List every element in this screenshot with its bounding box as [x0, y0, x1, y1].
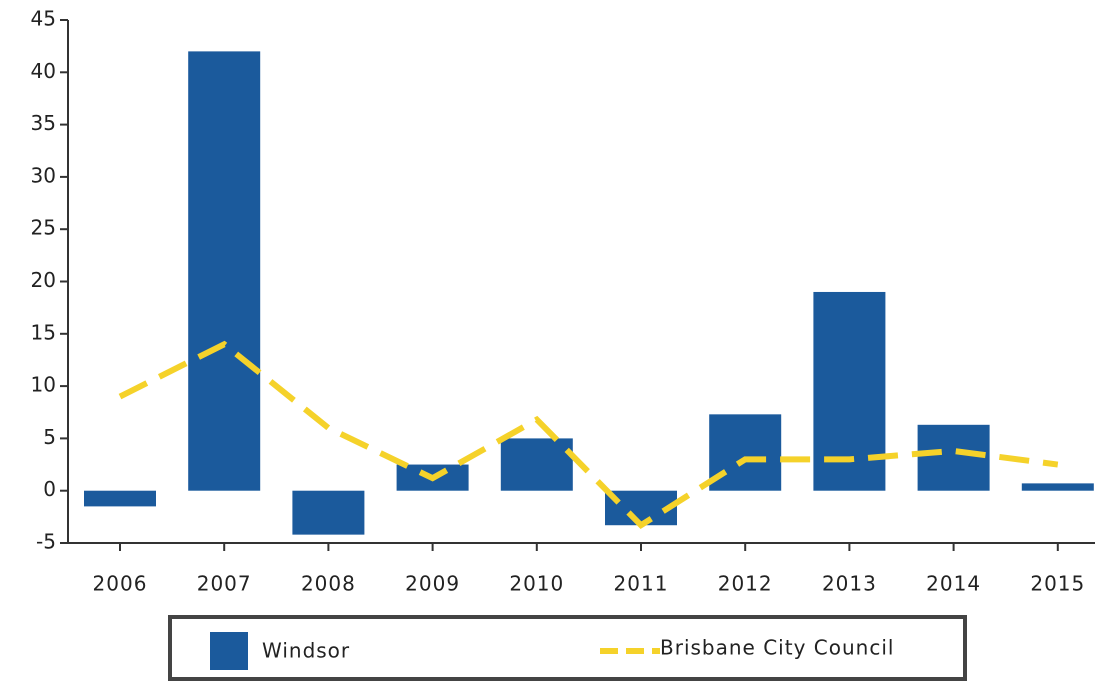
y-tick-label: 10: [31, 373, 56, 397]
bar: [709, 414, 782, 491]
bar: [917, 424, 990, 491]
x-tick-label: 2014: [926, 572, 981, 596]
x-tick-label: 2009: [405, 572, 460, 596]
bar: [500, 438, 573, 491]
y-tick-label: 35: [31, 111, 56, 135]
legend-label: Windsor: [262, 639, 350, 663]
y-tick-label: 45: [31, 7, 56, 31]
x-tick-label: 2006: [93, 572, 148, 596]
x-tick-label: 2011: [614, 572, 669, 596]
x-tick-label: 2015: [1030, 572, 1085, 596]
x-tick-label: 2007: [197, 572, 252, 596]
y-tick-label: 0: [43, 477, 56, 501]
x-tick-label: 2012: [718, 572, 773, 596]
bar: [1021, 483, 1094, 491]
legend-label: Brisbane City Council: [660, 636, 894, 660]
bar: [84, 490, 156, 507]
x-tick-label: 2008: [301, 572, 356, 596]
y-tick-label: 5: [43, 425, 56, 449]
y-tick-label: 15: [31, 320, 56, 344]
y-tick-label: 40: [31, 59, 56, 83]
bar: [292, 490, 365, 535]
y-tick-label: 20: [31, 268, 56, 292]
legend-swatch: [210, 632, 248, 670]
bar: [188, 51, 261, 491]
legend-box: [168, 615, 967, 681]
y-tick-label: -5: [36, 530, 56, 554]
y-tick-label: 25: [31, 216, 56, 240]
x-tick-label: 2013: [822, 572, 877, 596]
y-tick-label: 30: [31, 163, 56, 187]
line: [118, 340, 1059, 530]
x-tick-label: 2010: [509, 572, 564, 596]
